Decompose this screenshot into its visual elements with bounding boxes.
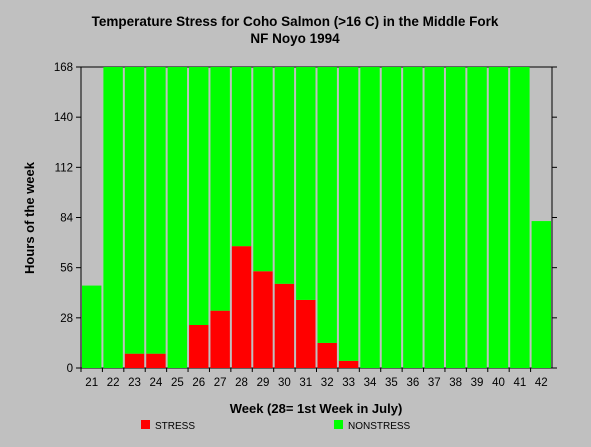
- nonstress-bar-35: [381, 67, 402, 368]
- nonstress-bar-29: [253, 67, 273, 272]
- x-tick-label: 28: [235, 377, 248, 389]
- stress-bar-23: [124, 353, 145, 368]
- legend-swatch-nonstress: [334, 420, 343, 429]
- bars-group: [82, 67, 551, 368]
- x-tick-label: 34: [364, 377, 377, 389]
- stress-bar-26: [189, 325, 209, 368]
- stress-bar-28: [231, 246, 252, 368]
- y-tick-label: 168: [54, 62, 73, 74]
- nonstress-bar-26: [189, 67, 209, 325]
- nonstress-bar-25: [167, 67, 188, 368]
- y-tick-label: 0: [67, 363, 73, 375]
- chart-title: Temperature Stress for Coho Salmon (>16 …: [92, 14, 499, 29]
- x-tick-label: 41: [513, 377, 526, 389]
- x-tick-label: 40: [492, 377, 505, 389]
- x-tick-label: 25: [171, 377, 184, 389]
- x-tick-label: 32: [321, 377, 334, 389]
- chart-subtitle: NF Noyo 1994: [250, 31, 340, 46]
- stress-bar-29: [253, 271, 273, 368]
- legend: STRESS NONSTRESS: [141, 420, 411, 432]
- x-tick-label: 31: [299, 377, 312, 389]
- y-tick-label: 112: [55, 162, 73, 174]
- nonstress-bar-24: [146, 67, 166, 354]
- nonstress-bar-30: [274, 67, 295, 284]
- stress-bar-33: [338, 360, 359, 368]
- nonstress-bar-27: [210, 67, 230, 311]
- x-tick-label: 38: [449, 377, 462, 389]
- x-tick-label: 24: [150, 377, 163, 389]
- x-tick-label: 21: [85, 377, 98, 389]
- y-tick-label: 140: [54, 112, 73, 124]
- nonstress-bar-23: [124, 67, 145, 354]
- nonstress-bar-36: [403, 67, 423, 368]
- x-tick-label: 42: [535, 377, 548, 389]
- x-axis-title: Week (28= 1st Week in July): [230, 401, 403, 416]
- stress-bar-31: [296, 299, 316, 368]
- y-axis: 0 28 56 84 112 140 168: [54, 62, 557, 375]
- x-tick-label: 27: [214, 377, 227, 389]
- legend-swatch-stress: [141, 420, 150, 429]
- x-tick-label: 36: [406, 377, 419, 389]
- nonstress-bar-33: [338, 67, 359, 361]
- x-tick-label: 23: [128, 377, 141, 389]
- x-tick-label: 39: [471, 377, 484, 389]
- nonstress-bar-40: [488, 67, 509, 368]
- legend-label-nonstress: NONSTRESS: [348, 421, 411, 432]
- y-axis-title: Hours of the week: [22, 161, 37, 274]
- stress-bar-30: [274, 283, 295, 368]
- nonstress-bar-28: [231, 67, 252, 247]
- stress-bar-24: [146, 353, 166, 368]
- stress-bar-27: [210, 310, 230, 368]
- x-tick-label: 26: [192, 377, 205, 389]
- y-tick-label: 28: [60, 313, 73, 325]
- x-tick-label: 33: [342, 377, 355, 389]
- x-tick-label: 30: [278, 377, 291, 389]
- y-tick-label: 84: [60, 213, 73, 225]
- nonstress-bar-37: [424, 67, 444, 368]
- nonstress-bar-39: [467, 67, 487, 368]
- nonstress-bar-32: [317, 67, 337, 343]
- x-tick-label: 22: [107, 377, 120, 389]
- x-tick-label: 37: [428, 377, 441, 389]
- nonstress-bar-22: [103, 67, 123, 368]
- nonstress-bar-34: [360, 67, 380, 368]
- nonstress-bar-31: [296, 67, 316, 300]
- nonstress-bar-21: [82, 285, 102, 368]
- x-tick-label: 35: [385, 377, 398, 389]
- x-axis: 21 22 23 24 25 26 27 28 29 30 31 32 33 34 35 36 37 38 39 40…: [80, 368, 548, 389]
- nonstress-bar-42: [531, 221, 551, 368]
- legend-label-stress: STRESS: [155, 421, 195, 432]
- nonstress-bar-41: [510, 67, 530, 368]
- nonstress-bar-38: [445, 67, 466, 368]
- y-tick-label: 56: [60, 263, 73, 275]
- x-tick-label: 29: [257, 377, 270, 389]
- stress-bar-32: [317, 342, 337, 368]
